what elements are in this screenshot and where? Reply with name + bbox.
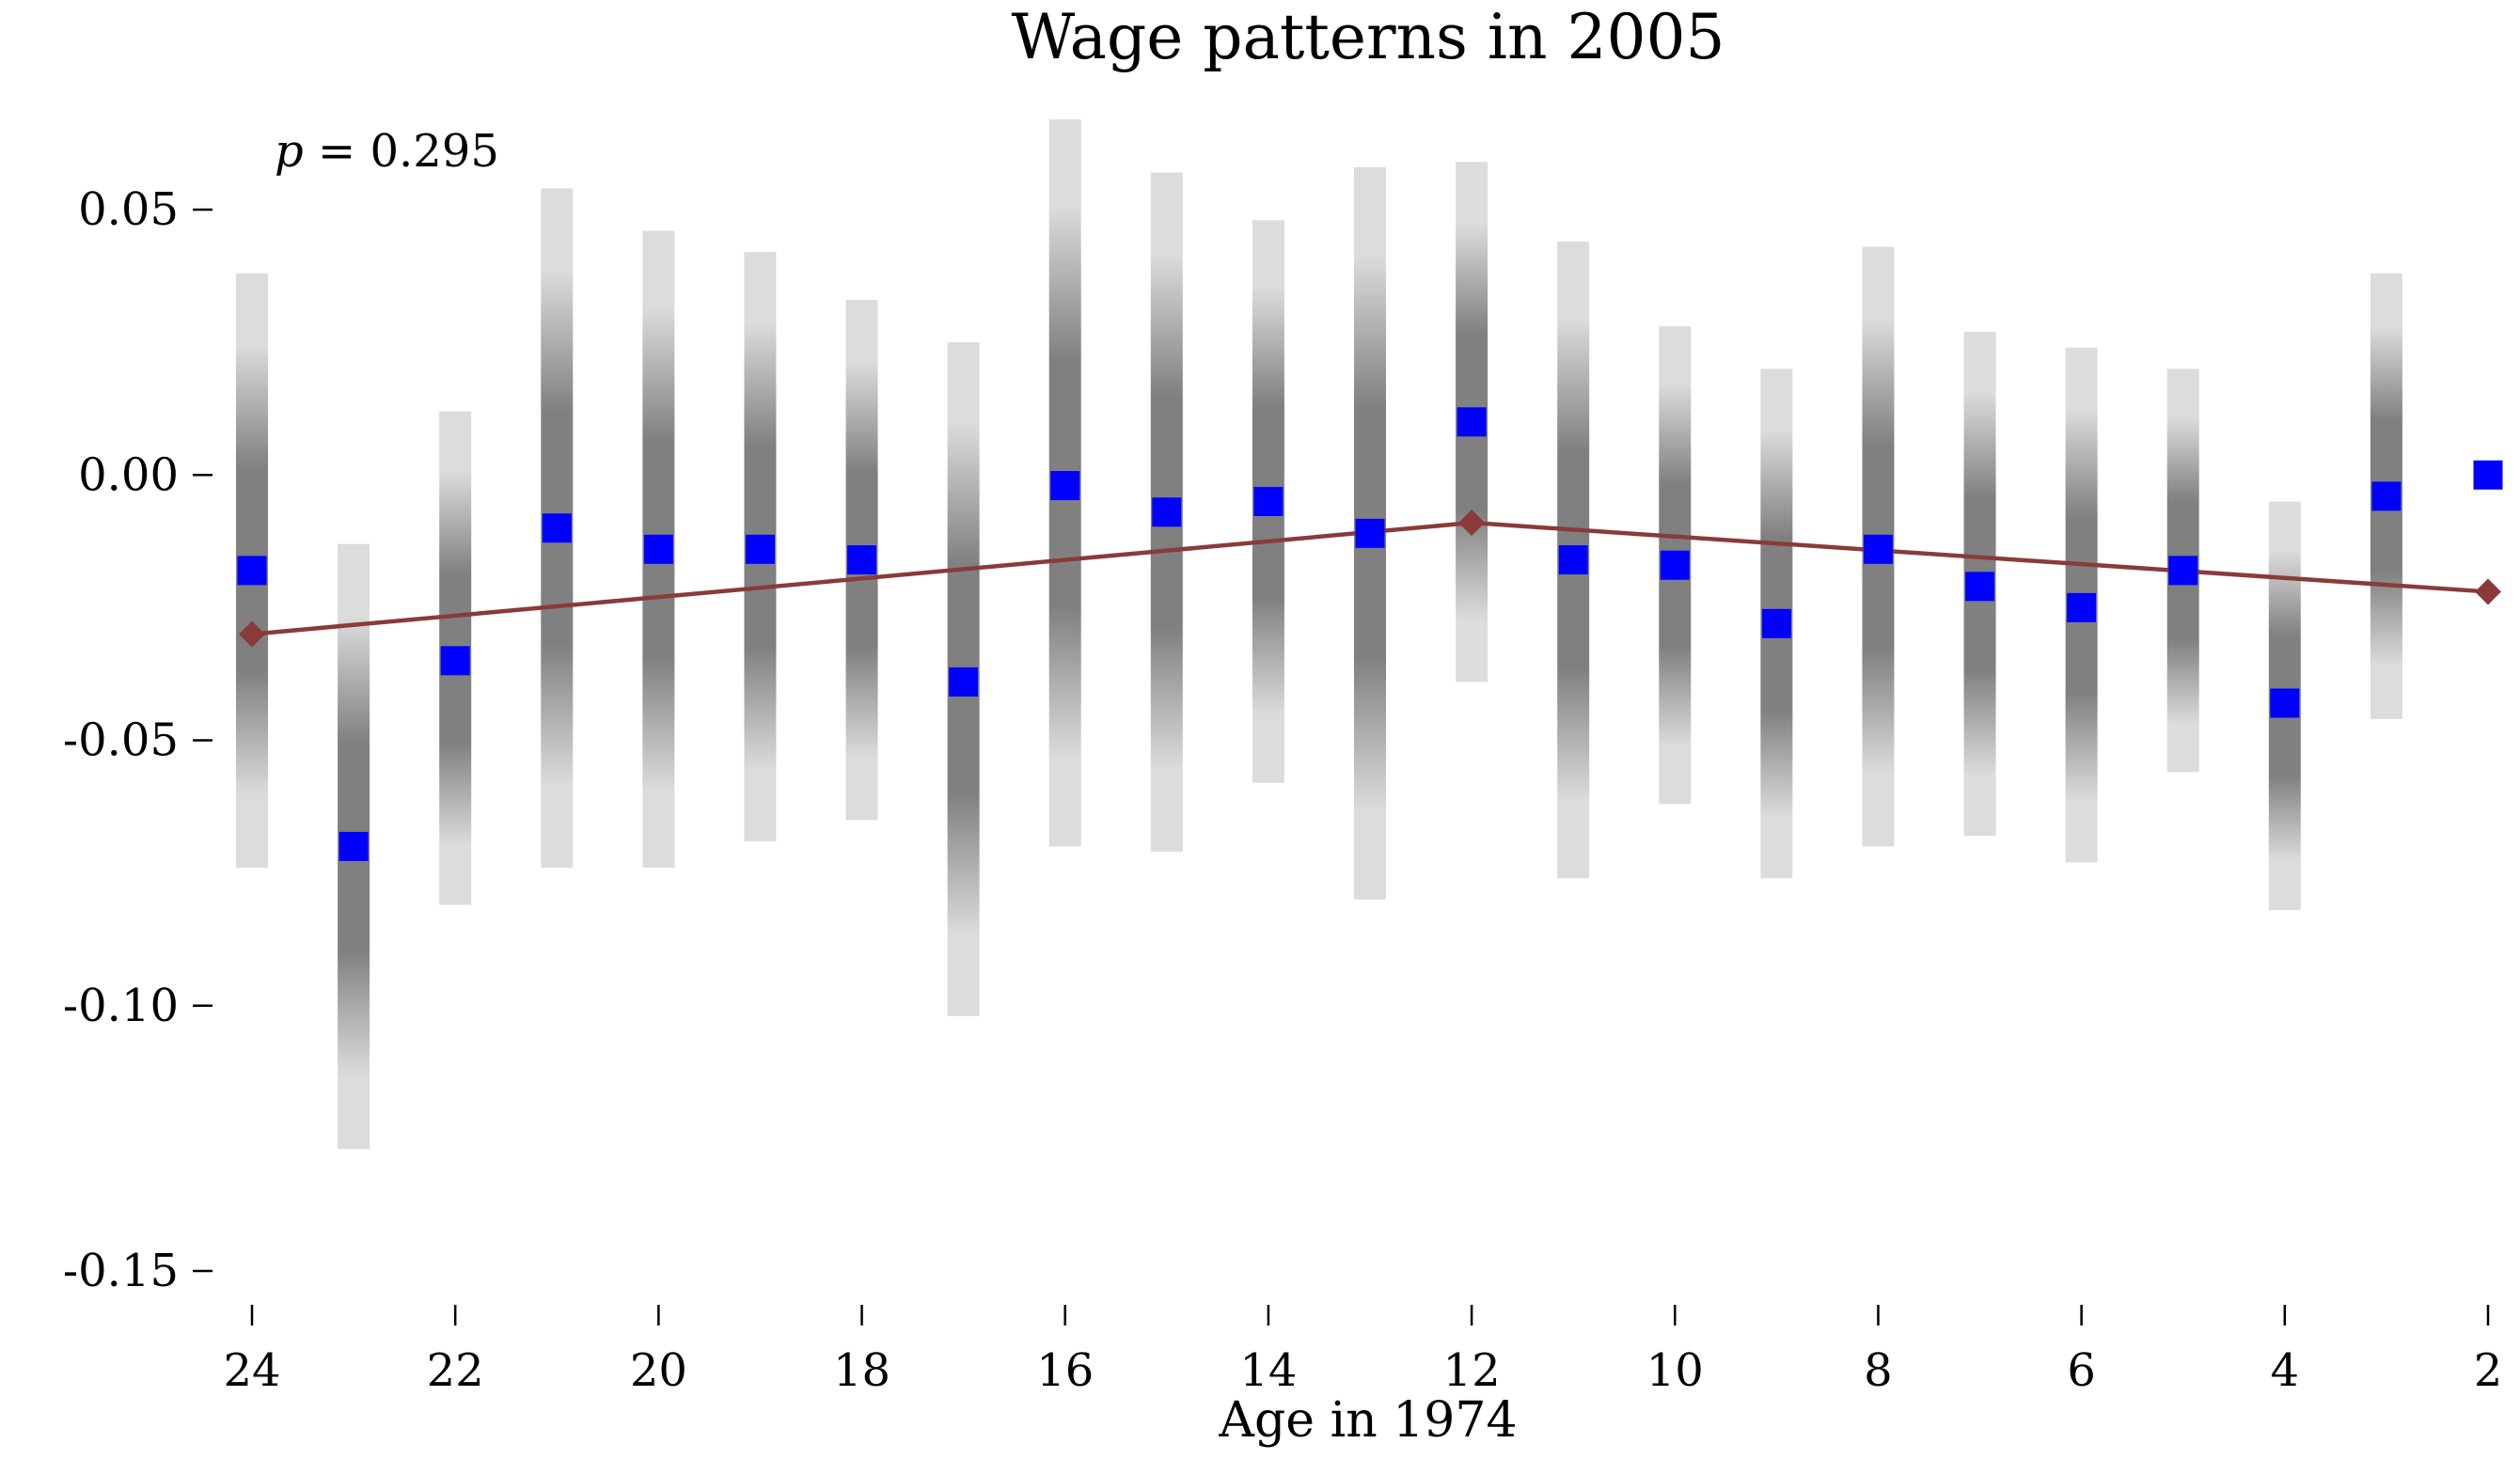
- chart-title: Wage patterns in 2005: [1012, 1, 1725, 73]
- x-axis: 24 22 20 18 16 14 12 10 8 6 4 2: [223, 1305, 2502, 1397]
- p-value-annotation: p = 0.295: [275, 125, 499, 178]
- estimate-point: [2371, 481, 2402, 511]
- y-tick-label: -0.10: [63, 980, 179, 1032]
- estimate-point: [1965, 572, 1995, 602]
- estimate-point: [1863, 534, 1893, 564]
- x-tick-label: 4: [2271, 1344, 2300, 1397]
- estimate-point: [2168, 556, 2198, 586]
- estimate-point: [1558, 545, 1588, 575]
- x-tick-label: 18: [833, 1344, 890, 1397]
- estimate-point: [745, 534, 775, 564]
- x-tick-label: 10: [1646, 1344, 1704, 1397]
- estimate-point: [1050, 471, 1080, 501]
- estimate-point: [1660, 550, 1690, 580]
- estimate-point: [1253, 486, 1284, 516]
- estimate-point: [847, 545, 877, 575]
- estimate-point: [1355, 518, 1385, 548]
- estimate-point: [440, 646, 470, 676]
- estimate-points: [237, 407, 2503, 861]
- x-tick-label: 14: [1239, 1344, 1297, 1397]
- x-axis-title: Age in 1974: [1218, 1392, 1517, 1449]
- y-tick-label: -0.15: [63, 1245, 179, 1297]
- fitted-marker: [2475, 578, 2501, 605]
- x-tick-label: 12: [1443, 1344, 1501, 1397]
- confidence-intervals: [236, 119, 2402, 1150]
- y-tick-label: 0.05: [78, 183, 179, 236]
- fitted-line-group: [239, 510, 2501, 648]
- x-tick-label: 20: [630, 1344, 687, 1397]
- estimate-point: [339, 831, 369, 861]
- estimate-point: [1152, 497, 1182, 527]
- y-tick-label: -0.05: [63, 714, 179, 767]
- x-tick-label: 16: [1036, 1344, 1094, 1397]
- x-tick-label: 2: [2474, 1344, 2503, 1397]
- estimate-point: [237, 556, 267, 586]
- estimate-point: [542, 513, 572, 543]
- estimate-point: [1457, 407, 1487, 437]
- p-symbol: p: [275, 125, 304, 178]
- estimate-point: [1761, 608, 1791, 638]
- estimate-point: [2270, 688, 2300, 718]
- fitted-marker: [1458, 510, 1486, 537]
- estimate-point: [949, 667, 979, 697]
- estimate-point: [2473, 460, 2503, 490]
- x-tick-label: 6: [2067, 1344, 2096, 1397]
- y-tick-label: 0.00: [78, 448, 179, 501]
- estimate-point: [643, 534, 673, 564]
- estimate-point: [2067, 592, 2097, 622]
- fitted-marker: [239, 620, 265, 648]
- y-axis: 0.05 0.00 -0.05 -0.10 -0.15: [63, 183, 213, 1297]
- x-tick-label: 8: [1864, 1344, 1893, 1397]
- x-tick-label: 22: [427, 1344, 484, 1397]
- p-value: = 0.295: [304, 125, 499, 178]
- x-tick-label: 24: [223, 1344, 280, 1397]
